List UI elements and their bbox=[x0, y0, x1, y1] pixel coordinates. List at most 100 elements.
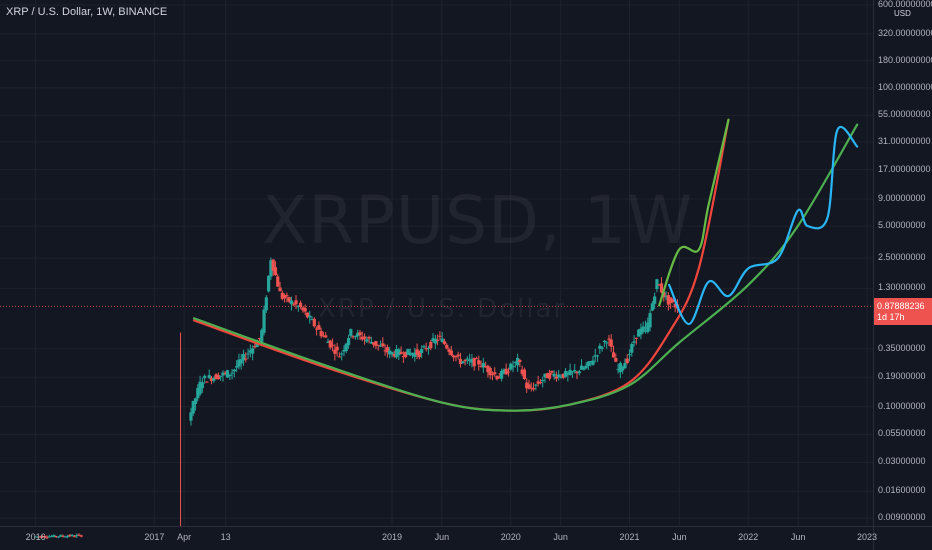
candle-body bbox=[458, 358, 463, 364]
candle-body bbox=[591, 360, 595, 365]
candle-body bbox=[314, 328, 319, 330]
price-tick-label: 55.00000000 bbox=[878, 109, 931, 120]
candle-body bbox=[669, 297, 673, 304]
candle-body bbox=[399, 351, 403, 354]
candle-body bbox=[36, 536, 40, 538]
candle-body bbox=[392, 354, 396, 357]
candle-body bbox=[251, 348, 255, 354]
candle-body bbox=[614, 357, 618, 362]
candle-body bbox=[671, 299, 675, 302]
candle-body bbox=[221, 372, 225, 376]
candle-body bbox=[579, 365, 584, 370]
candle-body bbox=[283, 295, 287, 299]
price-tick-label: 0.05500000 bbox=[878, 428, 926, 439]
candle-body bbox=[529, 387, 533, 389]
chart-title[interactable]: XRP / U.S. Dollar, 1W, BINANCE bbox=[6, 6, 168, 18]
candle-body bbox=[506, 371, 511, 373]
last-price-value: 0.87888236 bbox=[877, 301, 925, 311]
candle-body bbox=[394, 349, 399, 358]
green-projection-annotation bbox=[658, 118, 730, 307]
candle-body bbox=[79, 535, 83, 537]
candle-body bbox=[584, 365, 588, 369]
candle-body bbox=[664, 296, 668, 298]
time-tick-label: 2021 bbox=[619, 532, 640, 542]
candle-body bbox=[241, 354, 246, 361]
candle-body bbox=[308, 315, 312, 318]
candle-body bbox=[376, 344, 380, 346]
candle-body bbox=[253, 345, 257, 348]
candle-body bbox=[554, 376, 559, 379]
candle-body bbox=[490, 374, 495, 376]
candle-body bbox=[429, 342, 433, 349]
candle-body bbox=[547, 372, 552, 379]
candle-body bbox=[70, 534, 74, 536]
candle-body bbox=[461, 361, 465, 364]
price-tick-label: 1.30000000 bbox=[878, 282, 926, 293]
bar-countdown: 1d 17h bbox=[877, 312, 905, 322]
candle-body bbox=[303, 308, 307, 312]
candle-body bbox=[287, 297, 291, 302]
candle-body bbox=[239, 359, 243, 364]
candle-body bbox=[557, 374, 561, 377]
candle-body bbox=[401, 356, 405, 358]
candle-body bbox=[340, 353, 344, 355]
green-curve-annotation bbox=[192, 123, 859, 412]
currency-label[interactable]: USD bbox=[894, 9, 911, 18]
candle-body bbox=[595, 355, 600, 357]
candle-body bbox=[442, 341, 447, 345]
candle-body bbox=[602, 340, 606, 342]
candle-body bbox=[365, 339, 369, 342]
candle-body bbox=[209, 377, 214, 381]
candle-body bbox=[566, 372, 570, 375]
candle-body bbox=[385, 347, 389, 353]
candle-body bbox=[342, 349, 346, 352]
candle-body bbox=[349, 329, 353, 336]
candle-body bbox=[493, 372, 497, 375]
candle-body bbox=[205, 381, 209, 383]
price-tick-label: 2.50000000 bbox=[878, 252, 926, 263]
candle-body bbox=[550, 371, 554, 373]
candle-body bbox=[495, 376, 499, 380]
candle-body bbox=[538, 381, 543, 384]
candle-body bbox=[56, 536, 61, 538]
candle-body bbox=[367, 336, 371, 339]
candle-body bbox=[657, 284, 661, 286]
time-tick-label: 2016 bbox=[25, 532, 46, 542]
candle-body bbox=[372, 342, 376, 345]
candle-body bbox=[534, 384, 538, 386]
candle-body bbox=[536, 381, 540, 384]
candle-body bbox=[219, 375, 223, 377]
candle-body bbox=[426, 347, 431, 349]
candle-body bbox=[438, 335, 442, 337]
candle-body bbox=[212, 377, 216, 381]
candle-body bbox=[518, 360, 522, 363]
candle-body bbox=[298, 302, 303, 308]
candle-body bbox=[273, 267, 278, 276]
candle-body bbox=[362, 336, 367, 339]
candle-body bbox=[479, 366, 483, 368]
candle-body bbox=[586, 361, 590, 366]
time-tick-label: 2022 bbox=[738, 532, 759, 542]
candle-body bbox=[598, 345, 602, 349]
candle-body bbox=[203, 375, 207, 379]
candle-body bbox=[257, 338, 262, 340]
time-tick-label: Jun bbox=[672, 532, 687, 542]
candle-body bbox=[356, 332, 360, 337]
candle-body bbox=[470, 358, 474, 363]
candle-body bbox=[413, 352, 417, 357]
candle-body bbox=[563, 370, 568, 377]
candle-body bbox=[317, 325, 321, 330]
candle-body bbox=[525, 382, 529, 389]
candle-body bbox=[330, 344, 335, 346]
candle-body bbox=[353, 336, 358, 338]
candle-body bbox=[68, 534, 72, 537]
candle-body bbox=[326, 341, 330, 343]
candle-body bbox=[568, 369, 572, 375]
candle-body bbox=[45, 537, 49, 539]
candle-body bbox=[570, 371, 575, 373]
candle-body bbox=[415, 349, 419, 355]
candle-body bbox=[618, 363, 622, 373]
candle-body bbox=[276, 276, 280, 287]
candle-body bbox=[463, 360, 467, 362]
